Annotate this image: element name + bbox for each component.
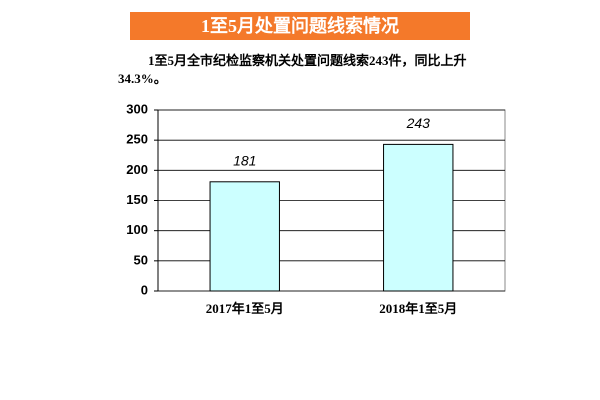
data-label: 243 [406, 115, 431, 131]
data-label: 181 [233, 152, 256, 168]
bar [209, 181, 280, 292]
y-tick-label: 50 [134, 252, 148, 267]
y-tick-label: 300 [126, 101, 148, 116]
x-tick-label: 2018年1至5月 [379, 301, 457, 316]
chart-title: 1至5月处置问题线索情况 [130, 12, 470, 40]
chart-subtitle: 1至5月全市纪检监察机关处置问题线索243件，同比上升34.3%。 [118, 53, 467, 86]
y-tick-label: 200 [126, 162, 148, 177]
y-tick-label: 0 [141, 282, 148, 297]
y-tick-label: 100 [126, 222, 148, 237]
y-tick-label: 250 [126, 132, 148, 147]
y-tick-label: 150 [126, 192, 148, 207]
x-tick-label: 2017年1至5月 [206, 301, 284, 316]
bar [383, 143, 454, 292]
